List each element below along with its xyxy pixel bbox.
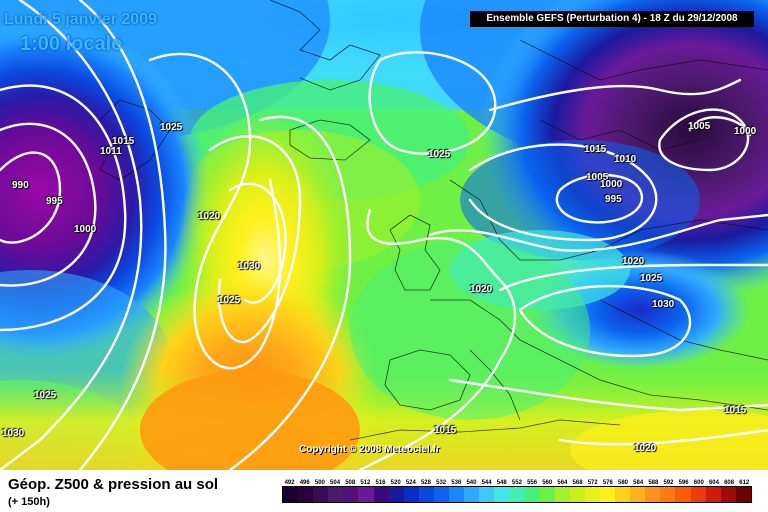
isobar-label: 1020: [634, 443, 657, 454]
isobar-label: 1025: [640, 273, 663, 284]
scale-swatch: [660, 487, 676, 502]
scale-label: 532: [436, 480, 447, 486]
geopotential-color-scale: 492 496 500 504 508 512 516 520 524 528 532 536 540 5…: [282, 480, 752, 503]
isobar-label: 995: [605, 194, 622, 205]
scale-label: 528: [420, 480, 431, 486]
scale-swatch: [449, 487, 465, 502]
scale-swatch: [584, 487, 600, 502]
isobar-label: 1005: [688, 121, 711, 132]
scale-label: 596: [678, 480, 689, 486]
isobar-label: 1020: [622, 256, 645, 267]
scale-swatch: [373, 487, 389, 502]
isobar-label: 1015: [724, 405, 747, 416]
scale-label: 536: [451, 480, 462, 486]
copyright-notice: Copyright © 2008 Meteociel.fr: [299, 444, 440, 455]
scale-label: 548: [496, 480, 507, 486]
scale-label: 516: [375, 480, 386, 486]
isobar-label: 1015: [584, 144, 607, 155]
scale-label: 520: [390, 480, 401, 486]
scale-label: 592: [663, 480, 674, 486]
scale-label: 608: [724, 480, 735, 486]
isobar-label: 1015: [434, 425, 457, 436]
isobar-label: 1025: [218, 295, 241, 306]
scale-swatch: [509, 487, 525, 502]
scale-label: 544: [481, 480, 492, 486]
scale-swatch: [645, 487, 661, 502]
scale-swatch: [283, 487, 299, 502]
map-title: Géop. Z500 & pression au sol: [8, 476, 219, 493]
scale-swatch: [539, 487, 555, 502]
scale-swatch: [479, 487, 495, 502]
scale-label: 540: [466, 480, 477, 486]
scale-labels: 492 496 500 504 508 512 516 520 524 528 532 536 540 5…: [282, 480, 752, 486]
scale-swatch: [298, 487, 314, 502]
weather-map: [0, 0, 768, 470]
isobar-label: 1000: [74, 224, 97, 235]
scale-label: 512: [360, 480, 371, 486]
isobar-label: 1000: [734, 126, 757, 137]
scale-label: 508: [345, 480, 356, 486]
isobar-label: 1030: [2, 428, 25, 439]
isobar-label: 1030: [652, 299, 675, 310]
scale-swatch: [343, 487, 359, 502]
scale-label: 492: [284, 480, 295, 486]
scale-label: 612: [739, 480, 750, 486]
scale-label: 564: [557, 480, 568, 486]
forecast-date: Lundi 5 janvier 2009: [4, 11, 157, 28]
isobar-label: 1025: [34, 390, 57, 401]
isobar-label: 1030: [238, 261, 261, 272]
isobar-label: 1000: [600, 179, 623, 190]
scale-swatch: [524, 487, 540, 502]
scale-label: 568: [572, 480, 583, 486]
scale-swatch: [615, 487, 631, 502]
scale-swatch: [313, 487, 329, 502]
scale-swatch: [328, 487, 344, 502]
scale-swatch: [554, 487, 570, 502]
scale-swatch: [599, 487, 616, 502]
scale-swatch: [705, 487, 721, 502]
scale-swatch: [433, 487, 450, 502]
scale-swatch: [675, 487, 691, 502]
isobar-label: 990: [12, 180, 29, 191]
isobar-label: 1005: [586, 172, 609, 183]
scale-label: 560: [542, 480, 553, 486]
scale-swatch: [735, 487, 751, 502]
scale-swatch: [690, 487, 706, 502]
isobar-label: 1025: [160, 122, 183, 133]
scale-label: 496: [299, 480, 310, 486]
scale-swatch: [358, 487, 374, 502]
model-run-info: Ensemble GEFS (Perturbation 4) - 18 Z du…: [470, 11, 754, 27]
scale-label: 500: [314, 480, 325, 486]
isobar-label: 1011: [100, 146, 122, 157]
scale-swatch: [418, 487, 434, 502]
scale-swatch: [720, 487, 736, 502]
scale-label: 580: [618, 480, 629, 486]
isobar-label: 1020: [470, 284, 493, 295]
isobar-label: 1020: [198, 211, 221, 222]
scale-color-bar: [282, 486, 752, 503]
isobar-label: 995: [46, 196, 63, 207]
scale-swatch: [388, 487, 404, 502]
scale-swatch: [464, 487, 480, 502]
scale-label: 552: [511, 480, 522, 486]
scale-label: 604: [708, 480, 719, 486]
scale-label: 584: [633, 480, 644, 486]
forecast-local-time: 1:00 locale: [20, 33, 123, 55]
scale-swatch: [403, 487, 419, 502]
scale-label: 524: [405, 480, 416, 486]
scale-label: 588: [648, 480, 659, 486]
scale-swatch: [494, 487, 510, 502]
isobar-label: 1015: [112, 136, 135, 147]
scale-swatch: [630, 487, 646, 502]
isobar-label: 1025: [428, 149, 451, 160]
scale-label: 504: [330, 480, 341, 486]
scale-label: 556: [527, 480, 538, 486]
scale-swatch: [569, 487, 585, 502]
scale-label: 576: [602, 480, 613, 486]
isobar-label: 1010: [614, 154, 637, 165]
scale-label: 600: [693, 480, 704, 486]
scale-label: 572: [587, 480, 598, 486]
forecast-lead-time: (+ 150h): [8, 496, 50, 508]
